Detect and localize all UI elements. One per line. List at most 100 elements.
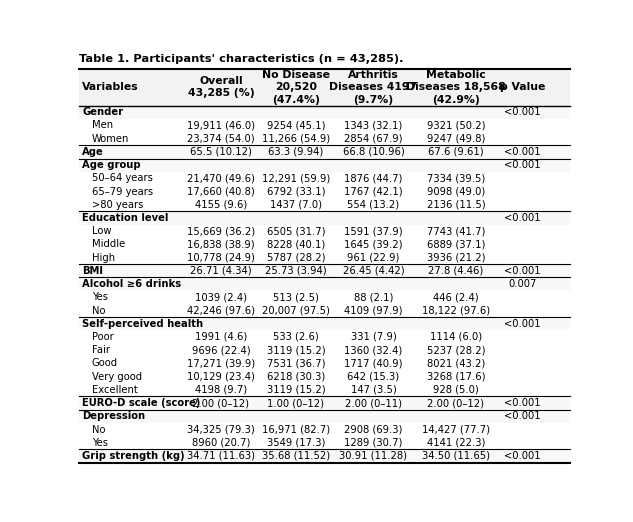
Text: 25.73 (3.94): 25.73 (3.94) xyxy=(265,266,327,276)
Text: 21,470 (49.6): 21,470 (49.6) xyxy=(187,173,255,183)
Bar xyxy=(79,330,570,343)
Text: 2854 (67.9): 2854 (67.9) xyxy=(344,134,403,144)
Text: 66.8 (10.96): 66.8 (10.96) xyxy=(342,147,404,157)
Text: No: No xyxy=(92,424,105,434)
Text: 9696 (22.4): 9696 (22.4) xyxy=(192,345,250,355)
Bar xyxy=(79,291,570,304)
Bar xyxy=(79,370,570,383)
Text: p Value: p Value xyxy=(499,82,545,92)
Text: Yes: Yes xyxy=(92,292,108,302)
Text: 928 (5.0): 928 (5.0) xyxy=(433,385,479,395)
Text: 1645 (39.2): 1645 (39.2) xyxy=(344,240,403,250)
Text: 11,266 (54.9): 11,266 (54.9) xyxy=(262,134,330,144)
Text: 35.68 (11.52): 35.68 (11.52) xyxy=(262,451,330,461)
Text: 3268 (17.6): 3268 (17.6) xyxy=(427,372,485,382)
Text: Gender: Gender xyxy=(82,107,123,117)
Text: 34.50 (11.65): 34.50 (11.65) xyxy=(422,451,490,461)
Text: 9247 (49.8): 9247 (49.8) xyxy=(427,134,485,144)
Text: 533 (2.6): 533 (2.6) xyxy=(273,332,319,342)
Text: 1289 (30.7): 1289 (30.7) xyxy=(344,438,403,448)
Text: 34.71 (11.63): 34.71 (11.63) xyxy=(187,451,255,461)
Text: 4141 (22.3): 4141 (22.3) xyxy=(427,438,485,448)
Text: 19,911 (46.0): 19,911 (46.0) xyxy=(187,121,255,130)
Text: 1114 (6.0): 1114 (6.0) xyxy=(430,332,482,342)
Text: 1360 (32.4): 1360 (32.4) xyxy=(344,345,403,355)
Text: 34,325 (79.3): 34,325 (79.3) xyxy=(187,424,254,434)
Text: 65.5 (10.12): 65.5 (10.12) xyxy=(190,147,252,157)
Text: Education level: Education level xyxy=(82,213,168,223)
Text: 7531 (36.7): 7531 (36.7) xyxy=(266,359,325,369)
Bar xyxy=(79,343,570,357)
Text: Women: Women xyxy=(92,134,129,144)
Text: 147 (3.5): 147 (3.5) xyxy=(351,385,396,395)
Bar xyxy=(79,278,570,291)
Bar xyxy=(79,132,570,145)
Text: 3936 (21.2): 3936 (21.2) xyxy=(427,253,485,263)
Text: 6218 (30.3): 6218 (30.3) xyxy=(267,372,325,382)
Text: 10,778 (24.9): 10,778 (24.9) xyxy=(187,253,255,263)
Text: 446 (2.4): 446 (2.4) xyxy=(433,292,479,302)
Text: 6792 (33.1): 6792 (33.1) xyxy=(266,186,325,197)
Text: No Disease
20,520
(47.4%): No Disease 20,520 (47.4%) xyxy=(262,70,330,104)
Bar xyxy=(79,357,570,370)
Text: High: High xyxy=(92,253,115,263)
Text: 642 (15.3): 642 (15.3) xyxy=(348,372,399,382)
Bar xyxy=(79,449,570,462)
Text: Men: Men xyxy=(92,121,113,130)
Bar xyxy=(79,69,570,105)
Bar xyxy=(79,317,570,330)
Text: 3119 (15.2): 3119 (15.2) xyxy=(266,345,325,355)
Bar xyxy=(79,145,570,159)
Text: <0.001: <0.001 xyxy=(504,451,541,461)
Text: 554 (13.2): 554 (13.2) xyxy=(348,200,399,210)
Text: <0.001: <0.001 xyxy=(504,266,541,276)
Text: 5237 (28.2): 5237 (28.2) xyxy=(427,345,485,355)
Text: 23,374 (54.0): 23,374 (54.0) xyxy=(187,134,254,144)
Text: 1876 (44.7): 1876 (44.7) xyxy=(344,173,403,183)
Text: 6505 (31.7): 6505 (31.7) xyxy=(266,226,325,236)
Bar xyxy=(79,397,570,410)
Text: EURO-D scale (score): EURO-D scale (score) xyxy=(82,398,201,408)
Text: BMI: BMI xyxy=(82,266,103,276)
Text: Overall
43,285 (%): Overall 43,285 (%) xyxy=(187,76,254,98)
Text: Very good: Very good xyxy=(92,372,142,382)
Text: 14,427 (77.7): 14,427 (77.7) xyxy=(422,424,490,434)
Text: 8021 (43.2): 8021 (43.2) xyxy=(427,359,485,369)
Text: Variables: Variables xyxy=(82,82,139,92)
Text: 17,660 (40.8): 17,660 (40.8) xyxy=(187,186,254,197)
Text: 2.00 (0–11): 2.00 (0–11) xyxy=(345,398,402,408)
Bar xyxy=(79,119,570,132)
Text: 7743 (41.7): 7743 (41.7) xyxy=(427,226,485,236)
Text: Grip strength (kg): Grip strength (kg) xyxy=(82,451,185,461)
Text: 1991 (4.6): 1991 (4.6) xyxy=(195,332,247,342)
Text: 1.00 (0–12): 1.00 (0–12) xyxy=(268,398,325,408)
Text: 30.91 (11.28): 30.91 (11.28) xyxy=(339,451,408,461)
Text: 9254 (45.1): 9254 (45.1) xyxy=(266,121,325,130)
Text: <0.001: <0.001 xyxy=(504,398,541,408)
Text: <0.001: <0.001 xyxy=(504,411,541,421)
Text: Yes: Yes xyxy=(92,438,108,448)
Text: 17,271 (39.9): 17,271 (39.9) xyxy=(187,359,255,369)
Text: 513 (2.5): 513 (2.5) xyxy=(273,292,319,302)
Text: <0.001: <0.001 xyxy=(504,213,541,223)
Text: Age group: Age group xyxy=(82,160,141,170)
Text: 67.6 (9.61): 67.6 (9.61) xyxy=(428,147,484,157)
Text: 5787 (28.2): 5787 (28.2) xyxy=(266,253,325,263)
Text: 1437 (7.0): 1437 (7.0) xyxy=(270,200,322,210)
Text: 3549 (17.3): 3549 (17.3) xyxy=(266,438,325,448)
Text: 7334 (39.5): 7334 (39.5) xyxy=(427,173,485,183)
Text: <0.001: <0.001 xyxy=(504,319,541,329)
Text: Age: Age xyxy=(82,147,104,157)
Text: 16,838 (38.9): 16,838 (38.9) xyxy=(187,240,254,250)
Text: 63.3 (9.94): 63.3 (9.94) xyxy=(268,147,323,157)
Text: 15,669 (36.2): 15,669 (36.2) xyxy=(187,226,255,236)
Text: Arthritis
Diseases 4197
(9.7%): Arthritis Diseases 4197 (9.7%) xyxy=(329,70,418,104)
Text: 12,291 (59.9): 12,291 (59.9) xyxy=(262,173,330,183)
Text: 8960 (20.7): 8960 (20.7) xyxy=(192,438,250,448)
Text: 1717 (40.9): 1717 (40.9) xyxy=(344,359,403,369)
Bar xyxy=(79,172,570,185)
Text: 26.71 (4.34): 26.71 (4.34) xyxy=(190,266,252,276)
Text: Middle: Middle xyxy=(92,240,125,250)
Text: Self-perceived health: Self-perceived health xyxy=(82,319,203,329)
Text: Fair: Fair xyxy=(92,345,110,355)
